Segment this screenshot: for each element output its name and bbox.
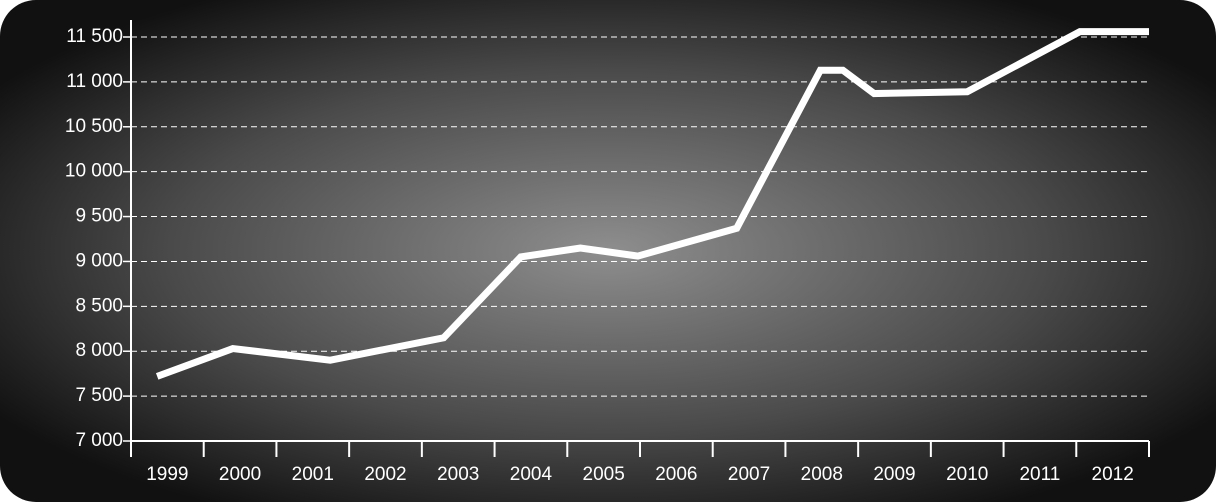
x-tick-label: 2004 [510, 464, 553, 485]
x-tick-label: 2007 [728, 464, 770, 485]
y-tick-label: 10 500 [65, 116, 123, 137]
y-tick-label: 10 000 [65, 161, 123, 182]
y-tick-label: 8 500 [75, 295, 123, 316]
x-tick-label: 1999 [146, 464, 188, 485]
x-tick-label: 2009 [873, 464, 915, 485]
data-line [155, 28, 1149, 380]
y-tick-label: 8 000 [75, 340, 123, 361]
x-tick-label: 2011 [1019, 464, 1060, 485]
y-tick-label: 11 000 [66, 71, 123, 92]
x-tick-label: 2000 [219, 464, 261, 485]
x-tick-label: 2008 [801, 464, 843, 485]
x-tick-label: 2003 [437, 464, 479, 485]
x-tick-label: 2006 [655, 464, 697, 485]
y-tick-label: 7 000 [75, 430, 123, 451]
y-tick-label: 7 500 [75, 385, 123, 406]
x-tick-label: 2002 [364, 464, 406, 485]
x-tick-label: 2012 [1092, 464, 1134, 485]
x-tick-label: 2001 [292, 464, 334, 485]
y-tick-label: 9 000 [75, 250, 123, 271]
x-tick-label: 2010 [946, 464, 988, 485]
y-tick-label: 9 500 [75, 206, 123, 227]
y-tick-label: 11 500 [66, 26, 123, 47]
x-tick-label: 2005 [583, 464, 625, 485]
